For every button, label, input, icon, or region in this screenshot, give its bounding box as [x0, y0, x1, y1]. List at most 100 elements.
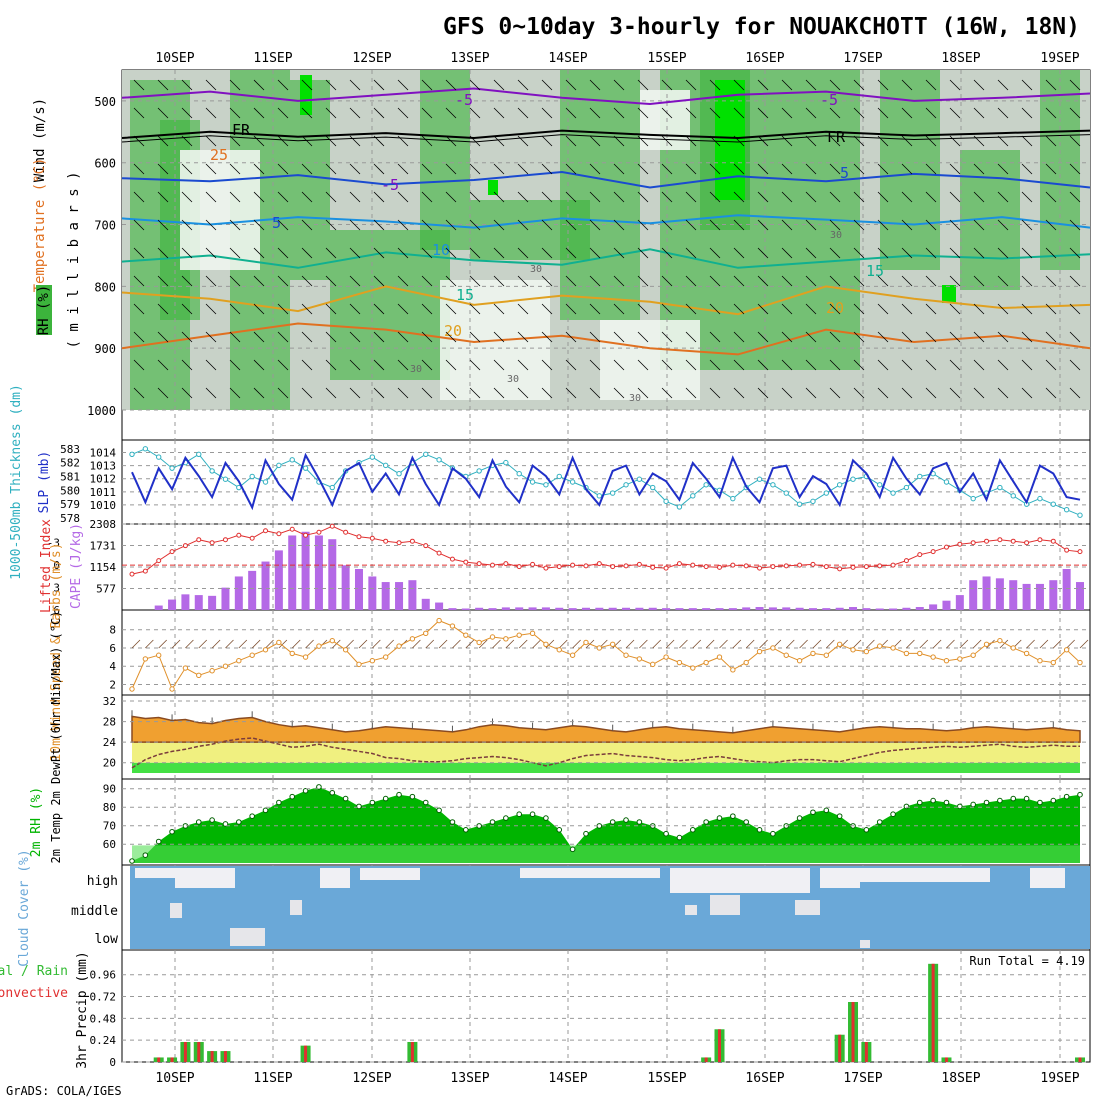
rh-point — [489, 819, 496, 825]
wind-speed-line-point — [863, 648, 870, 655]
wind-barb — [517, 135, 529, 147]
cape-bar — [675, 608, 684, 610]
wind-barb — [373, 275, 385, 287]
wind-barb-10m — [1039, 639, 1049, 649]
thickness-line-point — [850, 476, 856, 482]
precip-conv-bar — [197, 1042, 201, 1062]
wind-barb — [277, 135, 289, 147]
thickness-line-point — [169, 465, 175, 471]
wind-barb — [277, 247, 289, 259]
wind-speed-line-point — [676, 659, 683, 666]
li-point — [676, 561, 682, 567]
wind-barb — [685, 135, 697, 147]
y-tick-left: 581 — [60, 470, 80, 483]
cape-bar — [368, 576, 377, 610]
wind-barb — [445, 135, 457, 147]
cape-bar — [354, 569, 363, 610]
wind-barb — [1045, 275, 1057, 287]
wind-barb — [301, 387, 313, 399]
wind-barb — [277, 331, 289, 343]
y-tick-cape: 1731 — [90, 540, 117, 553]
li-point — [757, 565, 763, 571]
wind-barb — [637, 247, 649, 259]
wind-barb — [421, 387, 433, 399]
wind-barb-10m — [866, 639, 875, 649]
wind-barb — [205, 135, 217, 147]
wind-speed-line-point — [329, 637, 335, 644]
wind-barb — [373, 163, 385, 175]
wind-barb — [781, 359, 793, 371]
wind-barb — [637, 331, 649, 343]
wind-barb — [397, 331, 409, 343]
wind-speed-line-point — [1077, 659, 1083, 666]
cape-bar — [768, 607, 777, 610]
wind-barb-10m — [465, 639, 475, 649]
wind-barb — [973, 303, 985, 315]
li-point — [1050, 538, 1056, 544]
wind-barb — [973, 79, 985, 91]
rh-point — [329, 789, 336, 796]
wind-barb — [901, 135, 913, 147]
wind-barb — [133, 79, 145, 91]
rh-point — [356, 803, 362, 810]
wind-barb — [157, 191, 169, 203]
y-tick-precip: 0.96 — [90, 969, 117, 982]
wind-barb — [709, 303, 721, 315]
y-tick: 1014 — [90, 447, 117, 460]
wind-barb — [421, 303, 433, 315]
li-point — [1077, 549, 1083, 555]
date-label-bottom: 19SEP — [1040, 1071, 1079, 1086]
cloud-low — [230, 928, 265, 946]
wind-barb — [421, 331, 433, 343]
wind-speed-line-point — [556, 647, 562, 653]
wind-barb — [301, 191, 313, 203]
date-label-top: 11SEP — [253, 51, 292, 66]
rh-point — [222, 821, 229, 827]
wind-barb — [637, 275, 649, 287]
wind-barb — [181, 303, 193, 315]
wind-barb — [301, 135, 313, 147]
wind-barb — [781, 275, 793, 287]
dewpoint-line — [131, 737, 1080, 769]
wind-barb — [661, 191, 673, 203]
cape-bar — [541, 607, 550, 610]
wind-barb — [325, 107, 337, 119]
li-point — [182, 543, 188, 549]
wind-barb — [733, 359, 745, 371]
y-tick-left: 579 — [60, 498, 80, 511]
wind-barb — [613, 387, 625, 399]
precip-conv-bar — [304, 1045, 308, 1062]
wind-speed-line-point — [476, 639, 482, 646]
wind-barb — [1045, 387, 1057, 399]
wind-barb-10m — [986, 639, 995, 649]
wind-barb — [325, 387, 337, 399]
wind-barb — [253, 219, 265, 231]
wind-barb — [805, 79, 817, 91]
wind-barb-10m — [839, 639, 848, 649]
wind-speed-line-point — [823, 652, 830, 658]
precip-conv-bar — [183, 1042, 187, 1062]
wind-speed-line-point — [810, 650, 816, 657]
isotherm-FR — [121, 129, 1091, 140]
wind-barb — [973, 219, 985, 231]
wind-barb — [565, 219, 577, 231]
wind-barb — [205, 387, 217, 399]
wind-barb — [613, 275, 625, 287]
wind-barb — [301, 331, 313, 343]
ylabel-temperature: Temperature (°C) — [32, 158, 48, 293]
wind-barb — [277, 359, 289, 371]
wind-barb — [1021, 219, 1033, 231]
wind-barb — [253, 359, 265, 371]
wind-barb — [565, 163, 577, 175]
wind-barb — [661, 107, 673, 119]
rh-point — [916, 799, 923, 806]
wind-barb — [613, 219, 625, 231]
wind-barb — [469, 79, 481, 91]
wind-barb — [373, 359, 385, 371]
cloud-high — [360, 868, 420, 880]
wind-barb-10m — [345, 639, 354, 649]
wind-barb — [733, 275, 745, 287]
wind-barb-10m — [278, 639, 288, 649]
pressure-tick: 600 — [94, 157, 116, 171]
rh-point — [463, 827, 469, 833]
